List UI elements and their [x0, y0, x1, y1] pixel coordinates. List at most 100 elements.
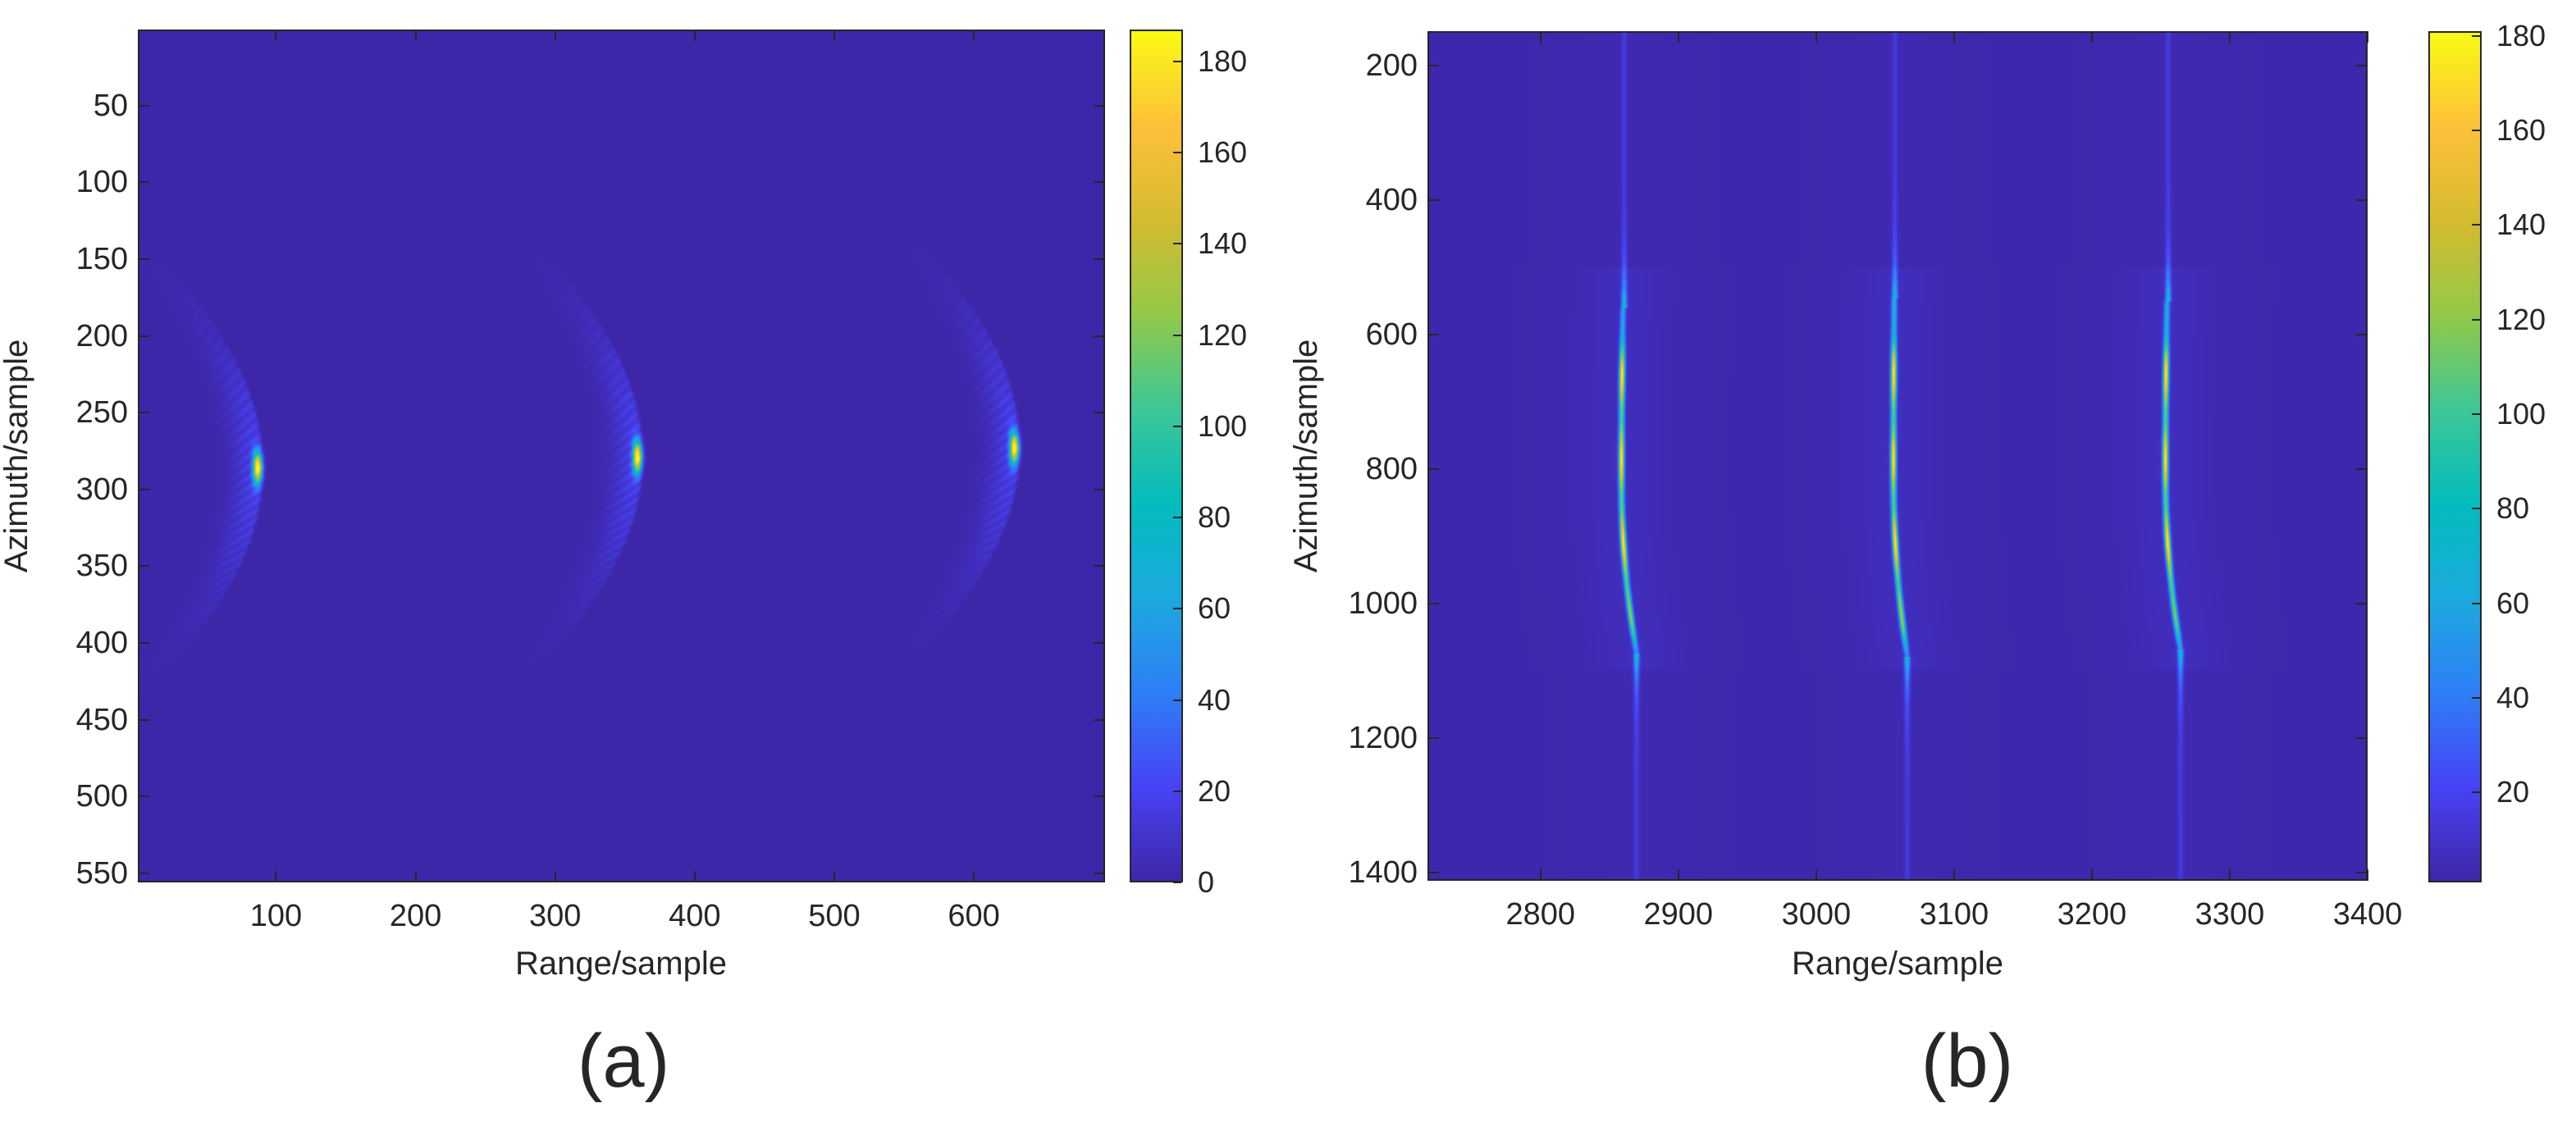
- y-tick-mark: [1427, 333, 1439, 335]
- x-tick-mark: [1677, 31, 1679, 43]
- y-tick-mark: [138, 335, 149, 337]
- x-tick-mark: [275, 30, 277, 41]
- x-tick-label: 600: [948, 899, 1000, 933]
- y-tick-mark: [138, 488, 149, 490]
- x-tick-label: 500: [808, 899, 861, 933]
- x-tick-mark: [1953, 31, 1955, 43]
- colorbar-a: [1130, 30, 1183, 882]
- y-tick-mark: [138, 718, 149, 721]
- y-tick-label: 200: [75, 318, 128, 353]
- colorbar-tick-label: 60: [2496, 586, 2530, 620]
- x-tick-label: 3100: [1919, 897, 1989, 932]
- colorbar-tick-mark: [2472, 224, 2480, 226]
- y-tick-label: 1400: [1348, 855, 1418, 891]
- panel-label-a: (a): [577, 1019, 670, 1103]
- x-tick-label: 400: [669, 899, 721, 933]
- x-tick-mark: [833, 30, 835, 41]
- colorbar-tick-label: 100: [2496, 397, 2546, 431]
- y-tick-mark: [138, 872, 149, 874]
- colorbar-tick-label: 140: [2496, 207, 2546, 242]
- x-tick-mark: [2367, 31, 2368, 43]
- x-tick-mark: [2228, 869, 2231, 881]
- y-tick-label: 50: [93, 88, 128, 123]
- y-tick-label: 200: [1365, 48, 1418, 83]
- x-tick-mark: [554, 871, 556, 882]
- y-axis-label-b: Azimuth/sample: [1288, 339, 1324, 573]
- x-tick-mark: [1815, 869, 1817, 881]
- colorbar-tick-mark: [1173, 699, 1181, 701]
- y-tick-mark: [1427, 198, 1439, 201]
- x-tick-mark: [973, 871, 975, 882]
- y-tick-mark: [1427, 467, 1439, 470]
- colorbar-tick-mark: [2472, 508, 2480, 510]
- y-tick-mark: [2356, 737, 2368, 740]
- y-tick-mark: [1427, 737, 1439, 740]
- y-tick-mark: [2356, 198, 2368, 201]
- y-tick-mark: [1094, 795, 1105, 798]
- colorbar-b: [2428, 31, 2482, 882]
- x-tick-mark: [414, 871, 417, 882]
- y-tick-mark: [138, 795, 149, 798]
- y-tick-label: 600: [1365, 317, 1418, 352]
- x-tick-label: 100: [249, 899, 303, 933]
- x-axis-label-b: Range/sample: [1792, 946, 2003, 982]
- colorbar-tick-mark: [2472, 130, 2480, 132]
- x-tick-mark: [414, 30, 417, 41]
- y-tick-label: 250: [75, 395, 128, 431]
- colorbar-tick-label: 100: [1198, 408, 1248, 443]
- colorbar-tick-label: 120: [1198, 317, 1248, 352]
- x-tick-mark: [2228, 31, 2231, 43]
- y-tick-mark: [1094, 335, 1105, 337]
- colorbar-tick-mark: [1173, 152, 1181, 154]
- y-tick-mark: [2356, 333, 2368, 335]
- colorbar-tick-mark: [1173, 882, 1181, 883]
- colorbar-tick-mark: [2472, 318, 2480, 321]
- y-tick-label: 400: [1365, 182, 1418, 217]
- colorbar-tick-label: 60: [1198, 591, 1231, 626]
- colorbar-tick-label: 40: [1198, 682, 1231, 717]
- y-tick-mark: [138, 181, 149, 184]
- y-tick-mark: [1094, 104, 1105, 107]
- colorbar-tick-label: 160: [1198, 135, 1248, 170]
- x-tick-label: 200: [389, 899, 442, 933]
- colorbar-tick-mark: [1173, 790, 1181, 792]
- y-tick-label: 1000: [1348, 586, 1418, 622]
- heatmap-image-b: [1429, 33, 2366, 879]
- y-tick-mark: [1427, 64, 1439, 66]
- y-tick-label: 100: [75, 165, 128, 200]
- x-tick-label: 2900: [1643, 897, 1714, 932]
- y-tick-mark: [2356, 872, 2368, 874]
- y-tick-mark: [1094, 641, 1105, 644]
- colorbar-tick-mark: [1173, 608, 1181, 610]
- x-tick-mark: [1953, 869, 1955, 881]
- y-tick-label: 400: [75, 625, 128, 660]
- colorbar-tick-mark: [2472, 413, 2480, 416]
- colorbar-tick-mark: [1173, 243, 1181, 245]
- x-tick-mark: [1677, 869, 1679, 881]
- y-tick-mark: [1427, 603, 1439, 605]
- y-tick-mark: [138, 104, 149, 107]
- y-tick-mark: [2356, 64, 2368, 66]
- colorbar-tick-mark: [2472, 791, 2480, 794]
- x-tick-mark: [275, 871, 277, 882]
- y-tick-mark: [1094, 565, 1105, 568]
- x-tick-mark: [2090, 869, 2093, 881]
- y-tick-mark: [1094, 872, 1105, 874]
- y-tick-label: 800: [1365, 451, 1418, 486]
- x-tick-mark: [2090, 31, 2093, 43]
- colorbar-tick-label: 140: [1198, 226, 1248, 261]
- x-tick-label: 3000: [1781, 897, 1852, 932]
- colorbar-tick-mark: [1173, 334, 1181, 336]
- y-tick-label: 550: [75, 855, 128, 891]
- x-tick-mark: [693, 30, 696, 41]
- y-tick-label: 1200: [1348, 721, 1418, 756]
- colorbar-tick-label: 80: [1198, 500, 1231, 535]
- x-tick-mark: [1539, 31, 1541, 43]
- y-tick-mark: [138, 412, 149, 414]
- x-tick-mark: [833, 871, 835, 882]
- x-tick-label: 300: [528, 899, 582, 933]
- y-tick-mark: [138, 258, 149, 260]
- x-tick-mark: [1539, 869, 1541, 881]
- y-tick-mark: [1427, 872, 1439, 874]
